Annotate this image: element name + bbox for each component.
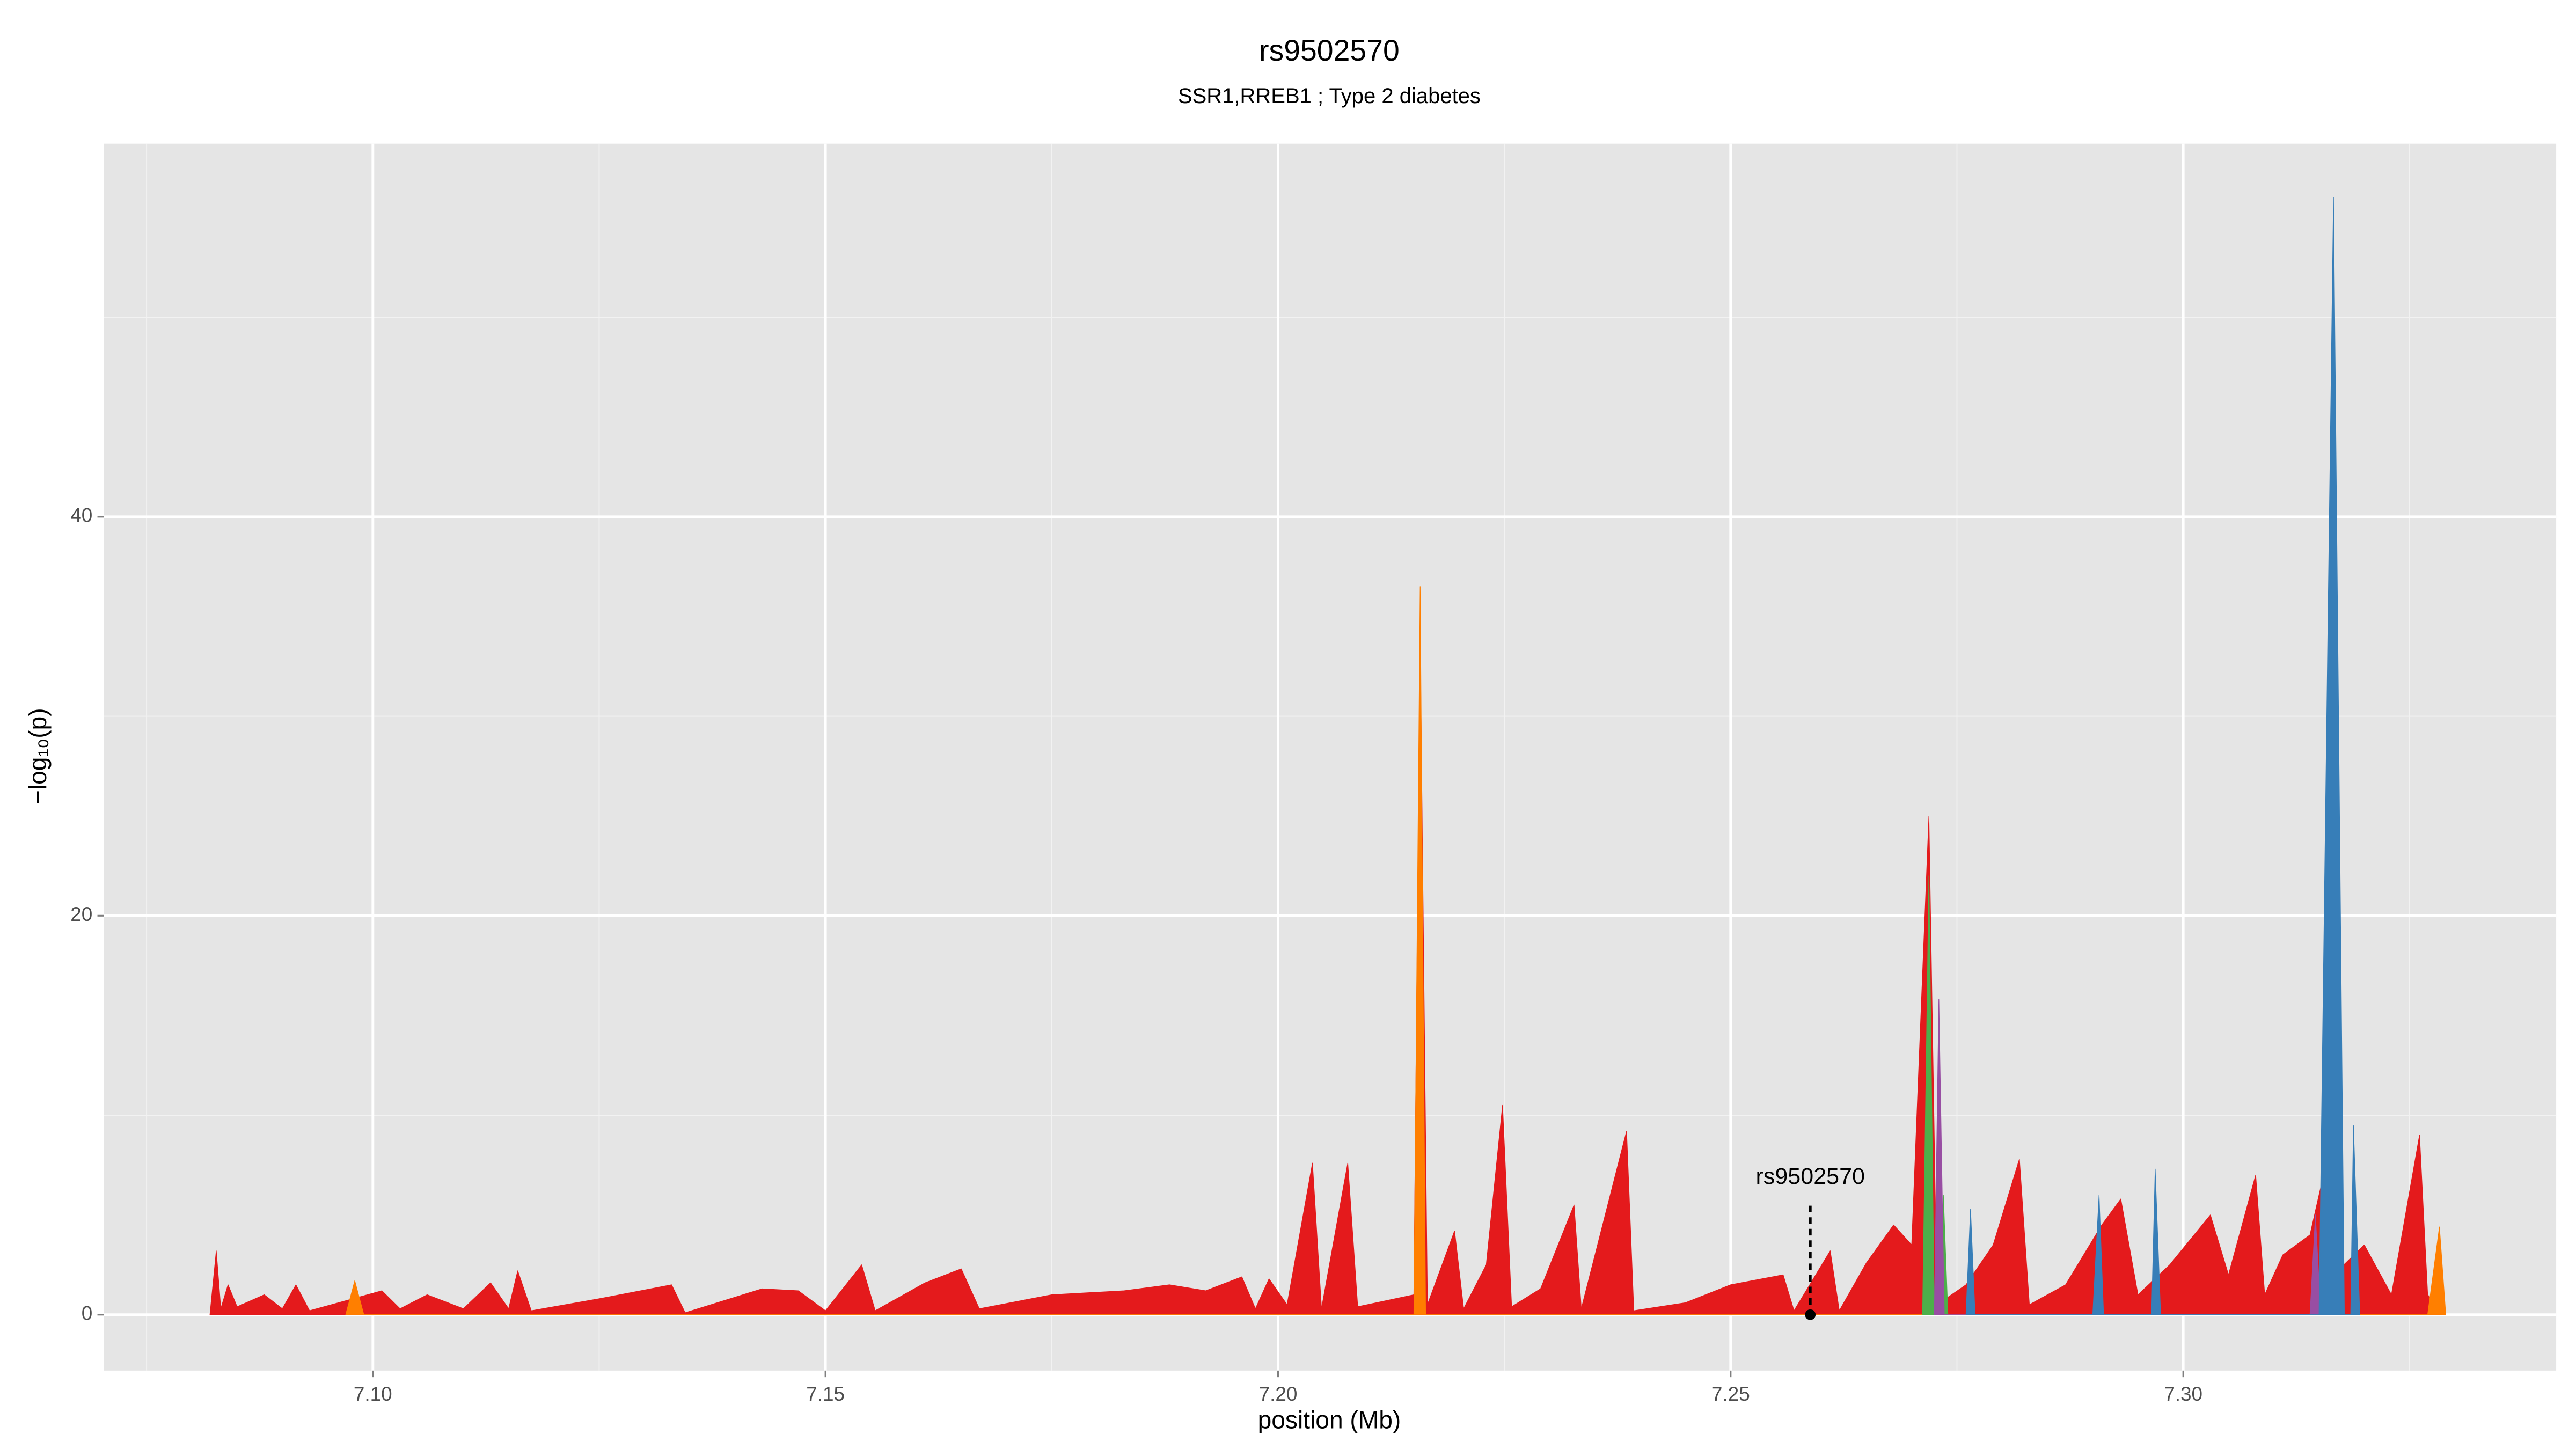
chart-title: rs9502570 <box>1259 34 1400 67</box>
y-tick-label: 20 <box>70 903 92 925</box>
area <box>345 586 2446 1315</box>
y-tick-label: 0 <box>82 1302 93 1324</box>
area <box>1965 197 2360 1315</box>
x-axis-label: position (Mb) <box>1258 1406 1401 1433</box>
y-tick-label: 40 <box>70 504 92 526</box>
plot-panel <box>104 143 2557 1371</box>
x-tick-label: 7.25 <box>1711 1383 1750 1405</box>
x-tick-label: 7.20 <box>1259 1383 1298 1405</box>
x-tick-label: 7.30 <box>2164 1383 2202 1405</box>
x-tick-label: 7.10 <box>354 1383 392 1405</box>
chart-subtitle: SSR1,RREB1 ; Type 2 diabetes <box>1178 84 1481 108</box>
x-tick-label: 7.15 <box>806 1383 845 1405</box>
annotation-label: rs9502570 <box>1755 1163 1865 1189</box>
area <box>209 636 2440 1315</box>
annotation-point <box>1805 1309 1816 1320</box>
y-axis-label: −log₁₀(p) <box>24 708 52 804</box>
